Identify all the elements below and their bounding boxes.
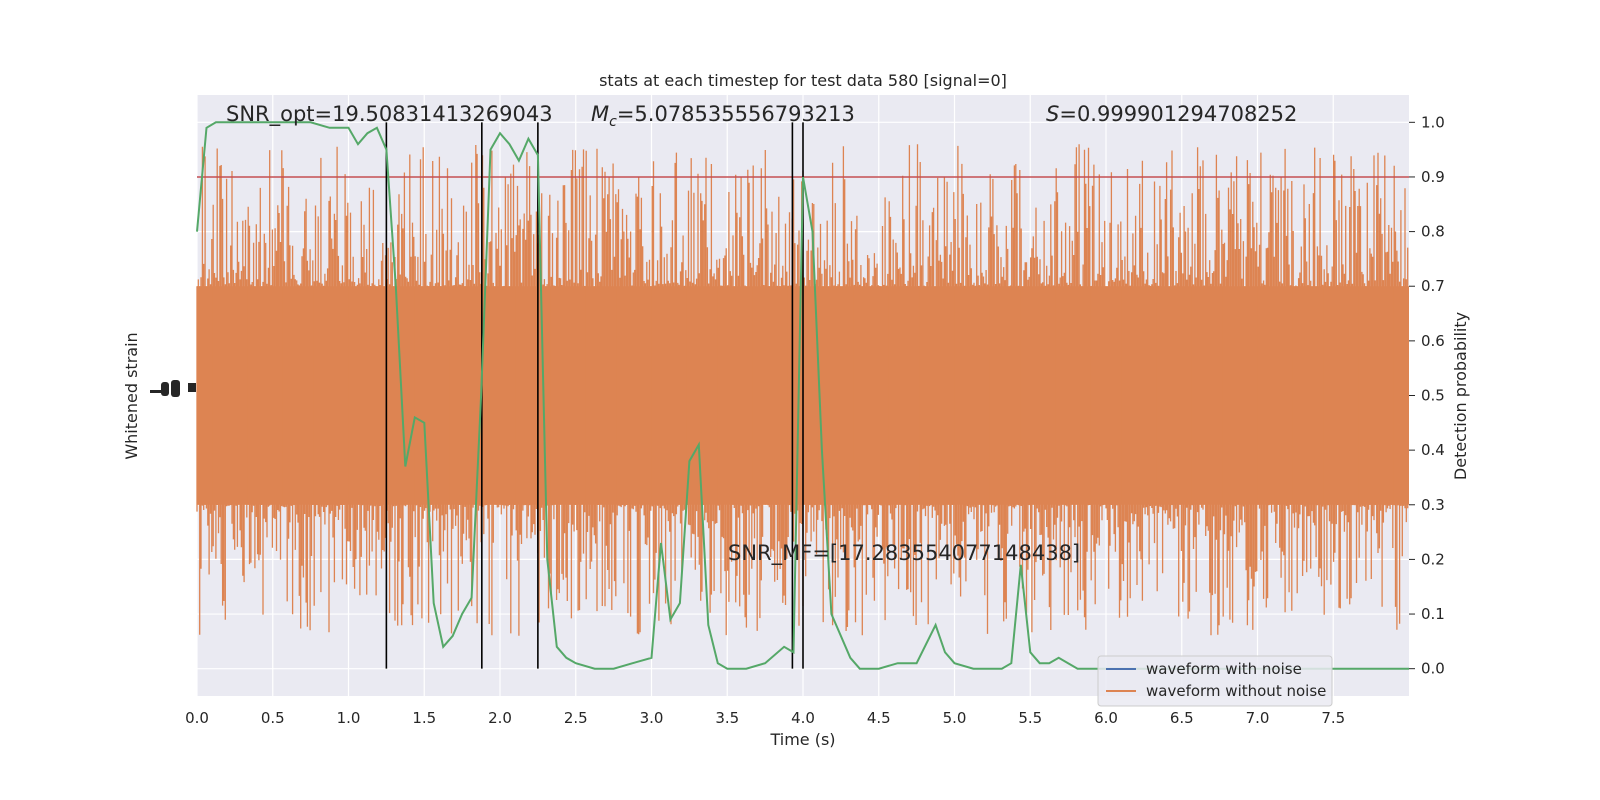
x-axis-ticks: 0.0 0.5 1.0 1.5 2.0 2.5 3.0 3.5 4.0 4.5 5.0 5.5 6.0 6… [185, 709, 1345, 727]
y-axis-right-label: Detection probability [1451, 312, 1470, 480]
x-tick-label: 1.0 [337, 709, 361, 727]
annotation-snr-mf: SNR_MF=[17.283554077148438] [728, 541, 1080, 566]
x-tick-label: 5.5 [1018, 709, 1042, 727]
x-tick-label: 7.0 [1246, 709, 1270, 727]
annotation-s: S=0.999901294708252 [1046, 102, 1297, 126]
detection-probability-line [196, 121, 1409, 670]
x-tick-label: 6.0 [1094, 709, 1118, 727]
x-tick-label: 1.5 [412, 709, 436, 727]
y-tick-label: 0.0 [1421, 660, 1445, 678]
annotation-chirp-mass: Mc=5.078535556793213 [591, 102, 855, 130]
y-tick-label: 0.5 [1421, 387, 1445, 405]
x-tick-label: 2.5 [564, 709, 588, 727]
y-tick-label: 0.6 [1421, 332, 1445, 350]
x-tick-label: 7.5 [1321, 709, 1345, 727]
waveform-spikes [196, 144, 1409, 636]
y-axis-left-label: Whitened strain [122, 332, 141, 459]
y-tick-label: 0.3 [1421, 496, 1445, 514]
x-tick-label: 0.0 [185, 709, 209, 727]
y-axis-right-ticks: 0.0 0.1 0.2 0.3 0.4 0.5 0.6 0.7 0.8 0.9 1.0 [1409, 113, 1445, 678]
x-tick-label: 4.0 [791, 709, 815, 727]
x-axis-label: Time (s) [769, 730, 835, 749]
legend-label-with-noise: waveform with noise [1146, 660, 1302, 678]
y-tick-label: 0.1 [1421, 605, 1445, 623]
x-tick-label: 2.0 [488, 709, 512, 727]
y-tick-label: 0.9 [1421, 168, 1445, 186]
x-tick-label: 3.5 [715, 709, 739, 727]
x-tick-label: 0.5 [261, 709, 285, 727]
x-tick-label: 4.5 [867, 709, 891, 727]
x-tick-label: 3.0 [640, 709, 664, 727]
x-tick-label: 5.0 [943, 709, 967, 727]
legend-label-without-noise: waveform without noise [1146, 682, 1326, 700]
series-detection-probability [196, 121, 1409, 670]
y-tick-label: 0.7 [1421, 277, 1445, 295]
x-tick-label: 6.5 [1170, 709, 1194, 727]
y-tick-label: 0.8 [1421, 223, 1445, 241]
y-tick-label: 1.0 [1421, 113, 1445, 131]
left-axis-ticks-overlap [150, 380, 196, 397]
y-tick-label: 0.4 [1421, 441, 1445, 459]
chart-title: stats at each timestep for test data 580… [599, 71, 1007, 90]
y-tick-label: 0.2 [1421, 550, 1445, 568]
annotation-snr-opt: SNR_opt=19.50831413269043 [226, 102, 553, 127]
legend: waveform with noise waveform without noi… [1097, 655, 1333, 707]
